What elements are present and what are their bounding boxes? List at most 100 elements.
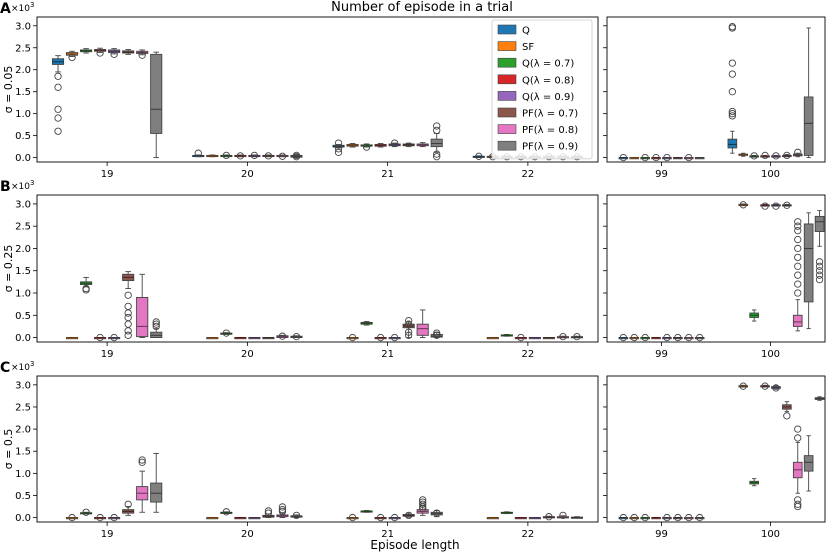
box-q-0-7- xyxy=(220,151,233,160)
legend-swatch xyxy=(497,91,517,101)
box-body xyxy=(792,314,803,327)
box-q-0-7- xyxy=(749,478,759,487)
legend-label: PF(λ = 0.9) xyxy=(522,142,578,153)
outlier-point xyxy=(390,333,399,342)
box-pf-0-9- xyxy=(290,511,303,520)
box-pf-0-9- xyxy=(150,452,163,513)
axes-frame xyxy=(36,16,599,163)
axes-frame xyxy=(606,194,826,343)
axes-frame xyxy=(36,194,599,343)
outlier-point xyxy=(674,333,682,342)
outlier-point xyxy=(663,333,671,342)
outlier-point xyxy=(794,271,802,279)
legend-entry: Q(λ = 0.9) xyxy=(497,91,574,103)
y-tick-label: 2.0 xyxy=(15,244,31,255)
box-pf-0-9- xyxy=(694,513,705,522)
outlier-point xyxy=(278,505,287,514)
outlier-point xyxy=(663,153,671,162)
outlier-point xyxy=(292,511,301,520)
legend-swatch xyxy=(497,107,517,118)
box-pf-0-9- xyxy=(814,396,825,401)
outlier-point xyxy=(750,152,758,160)
box-pf-0-7- xyxy=(542,337,555,340)
outlier-point xyxy=(794,434,802,442)
box-q-0-8- xyxy=(374,513,387,522)
outlier-point xyxy=(264,507,273,515)
outlier-point xyxy=(728,59,736,67)
outlier-point xyxy=(739,382,747,390)
outlier-point xyxy=(152,320,160,328)
box-pf-0-7- xyxy=(673,157,683,160)
box-q-0-7- xyxy=(80,508,93,516)
box-sf xyxy=(346,333,359,342)
box-q-0-7- xyxy=(220,508,233,516)
outlier-point xyxy=(124,309,132,317)
box-q xyxy=(618,153,629,162)
panel-letter: A xyxy=(0,1,11,17)
box-pf-0-7- xyxy=(402,511,415,520)
box-pf-0-7- xyxy=(122,271,135,339)
outlier-point xyxy=(376,333,385,342)
x-tick-label: 99 xyxy=(655,169,668,180)
box-q xyxy=(332,139,345,156)
box-q-0-9- xyxy=(248,151,261,160)
box-q-0-9- xyxy=(108,333,121,342)
y-axis-label: σ = 0.05 xyxy=(2,66,15,114)
outlier-point xyxy=(475,152,483,160)
y-tick-label: 0.0 xyxy=(15,333,31,344)
panel-b: B ×103 σ = 0.25 0.0 0.5 1.0 1.5 2.0 2.5 3.0 19 20 21… xyxy=(0,179,826,360)
outlier-point xyxy=(96,333,104,342)
outlier-point xyxy=(433,509,441,517)
box-sf xyxy=(66,50,79,62)
box-q-0-9- xyxy=(248,517,261,520)
outlier-point xyxy=(685,513,693,522)
box-pf-0-9- xyxy=(694,333,705,342)
x-tick-label: 100 xyxy=(761,349,780,360)
box-sf xyxy=(66,337,79,340)
outlier-point xyxy=(663,513,671,522)
box-pf-0-9- xyxy=(570,333,584,341)
box-sf xyxy=(629,513,640,522)
outlier-point xyxy=(517,333,525,342)
outlier-point xyxy=(376,513,385,522)
outlier-point xyxy=(390,139,399,147)
box-pf-0-7- xyxy=(262,337,275,340)
box-pf-0-8- xyxy=(136,456,149,513)
outlier-point xyxy=(405,511,413,520)
box-q-0-7- xyxy=(640,333,650,342)
outlier-point xyxy=(222,329,230,337)
left-axes: 0.0 0.5 1.0 1.5 2.0 2.5 3.0 19 20 21 22 xyxy=(15,375,599,540)
box-pf-0-8- xyxy=(416,142,429,148)
outlier-point xyxy=(334,139,343,147)
box-q-0-7- xyxy=(500,511,513,515)
outlier-point xyxy=(433,150,441,158)
box-q xyxy=(618,513,629,522)
outlier-point xyxy=(783,201,791,209)
outlier-point xyxy=(110,333,118,342)
box-pf-0-8- xyxy=(683,153,694,162)
box-q xyxy=(192,149,205,158)
outlier-point xyxy=(152,318,160,326)
box-body xyxy=(803,223,814,303)
outlier-point xyxy=(630,333,638,342)
outlier-point xyxy=(54,114,62,122)
outlier-point xyxy=(405,328,413,336)
box-body xyxy=(150,53,163,134)
outlier-point xyxy=(794,226,802,235)
box-pf-0-7- xyxy=(262,507,275,519)
box-pf-0-9- xyxy=(803,212,814,330)
box-q-0-9- xyxy=(662,153,672,162)
outlier-point xyxy=(794,262,802,270)
outlier-point xyxy=(794,244,802,253)
outlier-point xyxy=(124,500,132,508)
box-body xyxy=(803,96,814,156)
outlier-point xyxy=(405,320,413,328)
y-tick-label: 3.0 xyxy=(15,199,31,210)
box-q-0-7- xyxy=(80,48,93,54)
box-body xyxy=(136,297,149,338)
box-q xyxy=(618,333,629,342)
box-body xyxy=(814,215,825,232)
outlier-point xyxy=(250,151,259,160)
outlier-point xyxy=(348,333,357,342)
exponent-power: 3 xyxy=(30,1,34,9)
